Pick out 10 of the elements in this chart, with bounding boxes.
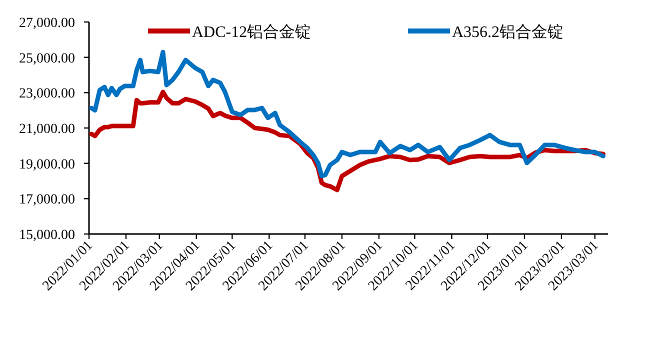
y-tick-label: 27,000.00	[19, 16, 75, 31]
y-tick-label: 21,000.00	[19, 122, 75, 137]
y-tick-label: 25,000.00	[19, 51, 75, 66]
legend-label: ADC-12铝合金锭	[192, 23, 312, 41]
y-tick-label: 19,000.00	[19, 157, 75, 172]
y-tick-label: 17,000.00	[19, 192, 75, 208]
legend-label: A356.2铝合金锭	[452, 23, 564, 41]
y-tick-label: 15,000.00	[19, 228, 75, 243]
y-tick-label: 23,000.00	[19, 86, 75, 102]
line-series	[89, 50, 606, 178]
